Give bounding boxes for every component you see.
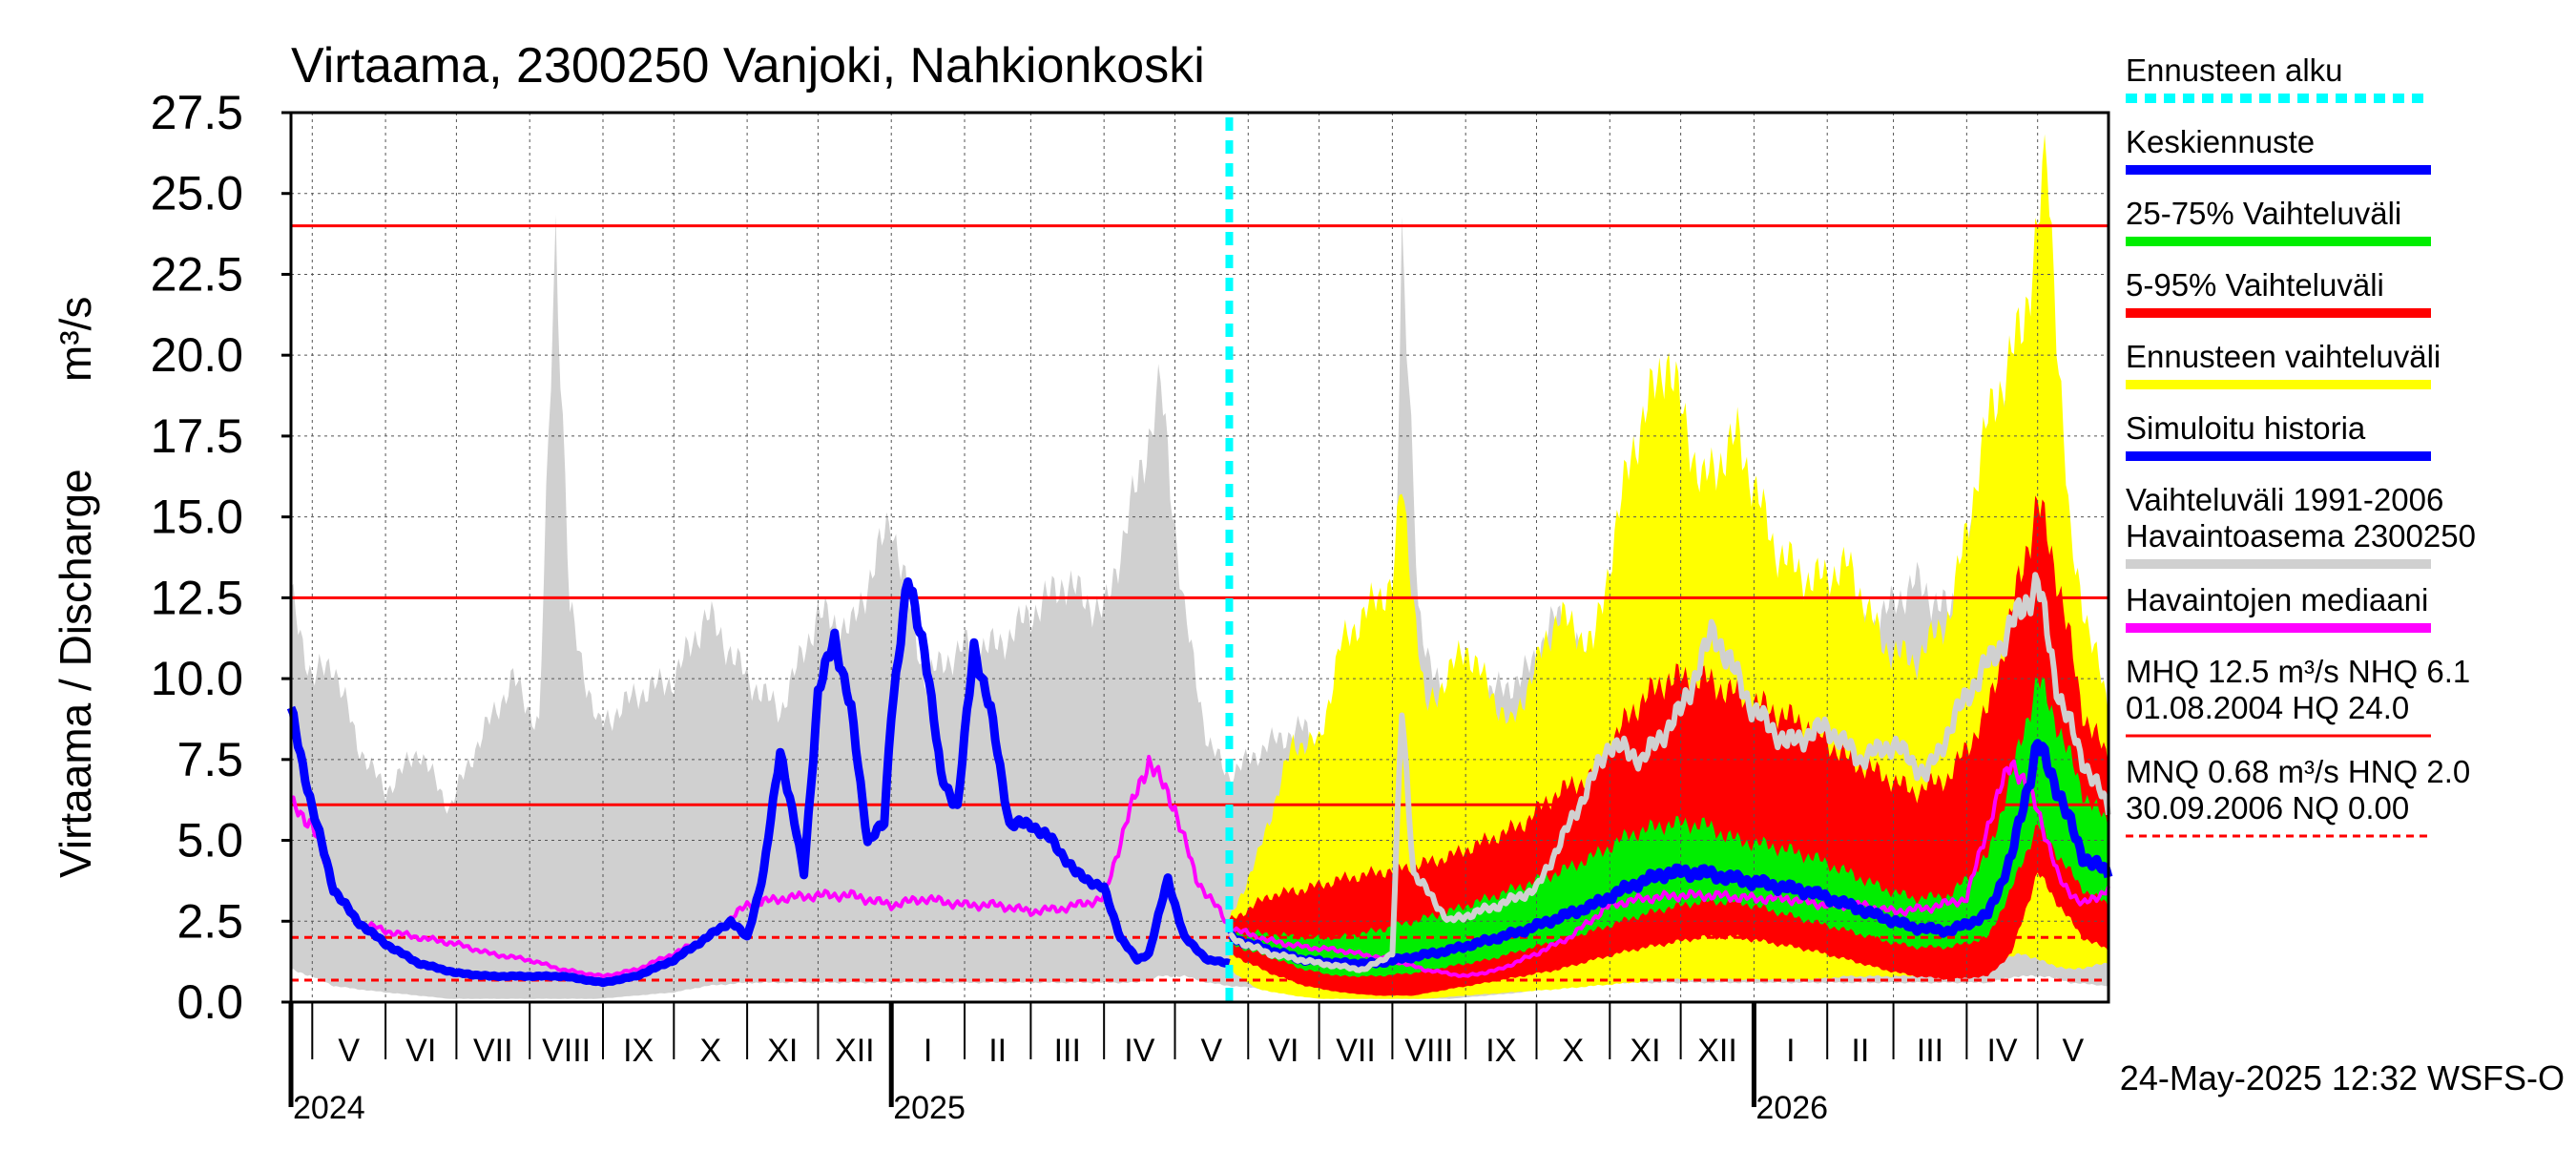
y-tick-label: 15.0 [151,491,243,544]
month-label: VII [473,1033,513,1069]
legend-label: MNQ 0.68 m³/s HNQ 2.0 [2126,754,2470,789]
y-tick-label: 17.5 [151,409,243,463]
grid-lines [291,113,2109,1002]
plot-area: 0.0 2.5 5.0 7.5 10.0 12.5 15.0 17.5 20.0 22.5 25.0… [151,52,2476,1126]
month-label: I [1786,1033,1795,1069]
month-label: V [338,1033,360,1069]
month-label: I [924,1033,932,1069]
y-tick-label: 20.0 [151,328,243,382]
y-axis-label: Virtaama / Discharge [51,469,100,878]
month-label: IV [1986,1033,2017,1069]
month-label: II [1851,1033,1869,1069]
legend-label: 5-95% Vaihteluväli [2126,267,2384,303]
month-label: X [1563,1033,1585,1069]
legend-label: Vaihteluväli 1991-2006 [2126,482,2443,517]
y-tick-label: 25.0 [151,167,243,220]
series-line-3 [1228,572,2111,973]
month-label: XI [767,1033,798,1069]
legend-label: Ennusteen alku [2126,52,2343,88]
legend-label-2: 30.09.2006 NQ 0.00 [2126,790,2409,826]
month-label: X [699,1033,721,1069]
month-label: III [1917,1033,1943,1069]
y-tick-label: 0.0 [177,975,243,1029]
month-label: XI [1630,1033,1660,1069]
year-label: 2025 [893,1090,966,1126]
legend-label: Simuloitu historia [2126,410,2366,446]
month-label: IX [1485,1033,1516,1069]
legend-label: Havaintojen mediaani [2126,582,2428,617]
month-label: V [2062,1033,2084,1069]
legend-label: Ennusteen vaihteluväli [2126,339,2441,374]
y-tick-label: 5.0 [177,814,243,868]
month-label: II [988,1033,1007,1069]
month-label: VII [1336,1033,1376,1069]
legend-label: MHQ 12.5 m³/s NHQ 6.1 [2126,654,2470,689]
month-label: VIII [542,1033,591,1069]
month-label: IV [1124,1033,1154,1069]
year-label: 2026 [1755,1090,1828,1126]
y-tick-label: 27.5 [151,86,243,139]
month-label: III [1054,1033,1081,1069]
y-tick-label: 7.5 [177,733,243,786]
month-label: VI [405,1033,436,1069]
footer-timestamp: 24-May-2025 12:32 WSFS-O [2120,1058,2565,1098]
chart-title: Virtaama, 2300250 Vanjoki, Nahkionkoski [291,38,1205,94]
y-tick-label: 12.5 [151,571,243,624]
y-tick-label: 2.5 [177,894,243,948]
y-tick-label: 10.0 [151,652,243,705]
year-label: 2024 [293,1090,365,1126]
month-label: V [1201,1033,1223,1069]
month-label: XII [835,1033,875,1069]
series-line-1 [286,577,1232,988]
band-2 [1229,495,2109,996]
month-label: XII [1697,1033,1737,1069]
legend-label: Keskiennuste [2126,124,2315,159]
band-1 [1229,134,2109,999]
legend-label-2: 01.08.2004 HQ 24.0 [2126,690,2409,725]
month-label: IX [623,1033,654,1069]
plot-frame [289,111,2110,1004]
y-tick-label: 22.5 [151,247,243,301]
legend-label-2: Havaintoasema 2300250 [2126,518,2476,554]
month-label: VI [1268,1033,1298,1069]
band-3 [1229,677,2109,977]
legend: Ennusteen alku Keskiennuste 25-75% Vaihtel… [2126,52,2476,838]
legend-label: 25-75% Vaihteluväli [2126,196,2401,231]
month-label: VIII [1404,1033,1453,1069]
y-axis-unit: m³/s [51,297,100,382]
